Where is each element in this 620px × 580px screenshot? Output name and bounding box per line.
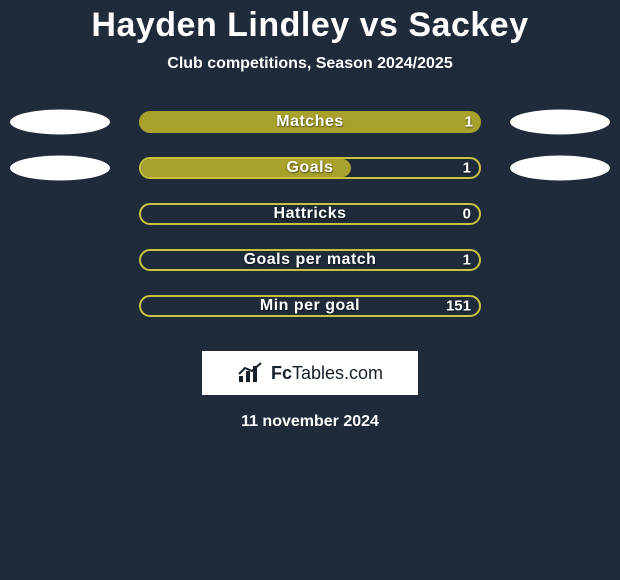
stat-value: 151 [446,298,471,315]
player-marker-right [510,156,610,181]
brand-logo-post: Tables.com [292,363,383,383]
stat-value: 1 [463,160,471,177]
stat-label: Matches [276,113,344,131]
stat-bar: Matches 1 [139,111,481,133]
stat-bar: Goals per match 1 [139,249,481,271]
player-marker-right [510,110,610,135]
chart-icon [237,362,265,384]
stat-bar: Hattricks 0 [139,203,481,225]
stat-value: 0 [463,206,471,223]
stat-value: 1 [465,114,473,131]
stat-label: Hattricks [274,205,347,223]
stat-label: Goals per match [244,251,377,269]
comparison-infographic: Hayden Lindley vs Sackey Club competitio… [0,0,620,580]
page-title: Hayden Lindley vs Sackey [0,0,620,45]
stats-container: Matches 1 Goals 1 Hattricks 0 Goals per match 1… [0,99,620,329]
player-marker-left [10,156,110,181]
subtitle: Club competitions, Season 2024/2025 [0,55,620,73]
brand-logo: FcTables.com [202,351,418,395]
stat-row: Goals 1 [0,145,620,191]
brand-logo-pre: Fc [271,363,292,383]
brand-logo-text: FcTables.com [271,363,383,384]
stat-row: Matches 1 [0,99,620,145]
stat-bar: Min per goal 151 [139,295,481,317]
stat-row: Min per goal 151 [0,283,620,329]
date-label: 11 november 2024 [0,413,620,431]
player-marker-left [10,110,110,135]
stat-bar: Goals 1 [139,157,481,179]
stat-label: Min per goal [260,297,360,315]
stat-row: Hattricks 0 [0,191,620,237]
stat-row: Goals per match 1 [0,237,620,283]
stat-label: Goals [287,159,334,177]
stat-value: 1 [463,252,471,269]
